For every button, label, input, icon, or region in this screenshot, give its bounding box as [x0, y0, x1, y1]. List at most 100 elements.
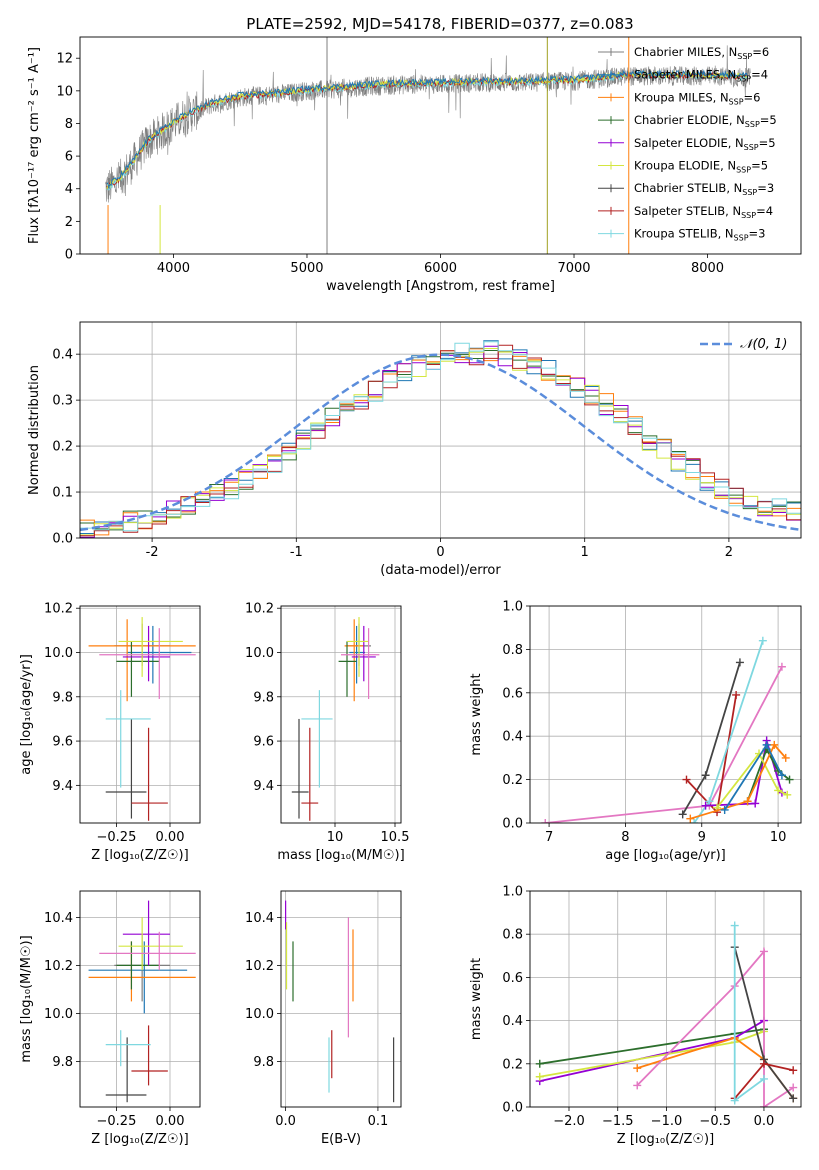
- weight-point-kroupa_elodie: [774, 786, 783, 795]
- y-tick-label: 0.0: [502, 1101, 523, 1116]
- y-tick-label: 0.4: [52, 348, 73, 363]
- x-tick-label: −0.25: [97, 1114, 137, 1129]
- panel-weight-z: −2.0 −1.5 −1.0 −0.5 0.0 0.0 0.2 0.4 0.6 0.8 1.0 Z […: [469, 885, 802, 1147]
- legend-text: Chabrier STELIB, N: [634, 181, 742, 195]
- plot-area: [530, 891, 801, 1107]
- legend-sub: SSP: [745, 120, 760, 129]
- y-tick-label: 1.0: [502, 885, 523, 900]
- weight-point-kroupa_miles: [770, 740, 779, 749]
- y-tick-label: 10.4: [44, 911, 73, 926]
- x-tick-label: 8: [621, 830, 629, 845]
- x-axis-label: Z [log₁₀(Z/Z☉)]: [91, 848, 188, 863]
- weight-point-salpeter_elodie: [751, 799, 760, 808]
- plot-area: [105, 37, 751, 254]
- weight-line-chabrier_stelib: [681, 662, 741, 815]
- y-tick-label: 10.0: [44, 1007, 73, 1022]
- y-tick-label: 0.6: [502, 686, 523, 701]
- y-tick-label: 0.8: [502, 643, 523, 658]
- y-tick-label: 0: [65, 248, 73, 263]
- weight-point-kroupa_miles: [686, 814, 695, 823]
- weight-point-pink: [759, 947, 768, 956]
- weight-point-kroupa_miles: [743, 797, 752, 806]
- legend-text: =4: [756, 204, 773, 218]
- x-tick-label: 9: [698, 830, 706, 845]
- x-tick-label: 5000: [290, 261, 323, 276]
- x-tick-label: 7000: [557, 261, 590, 276]
- y-tick-label: 1.0: [502, 600, 523, 615]
- x-tick-label: −1.5: [602, 1114, 634, 1129]
- legend-label: Chabrier MILES, NSSP=6: [634, 45, 769, 61]
- x-axis-label: Z [log₁₀(Z/Z☉)]: [91, 1132, 188, 1147]
- legend-text: Kroupa ELODIE, N: [634, 159, 736, 173]
- weight-point-kroupa_miles: [781, 753, 790, 762]
- y-tick-label: 9.8: [52, 690, 73, 705]
- weight-line-kroupa_elodie: [716, 751, 788, 809]
- y-tick-label: 9.4: [253, 779, 274, 794]
- legend-text: =6: [752, 45, 769, 59]
- legend-text: =6: [744, 90, 761, 104]
- legend-label: 𝒩(0, 1): [740, 337, 787, 352]
- axes-frame: [280, 605, 402, 824]
- y-axis-label: Flux [fλ10⁻¹⁷ erg cm⁻² s⁻¹ A⁻¹]: [27, 47, 42, 244]
- y-tick-label: 10.0: [245, 1007, 274, 1022]
- y-tick-label: 2: [65, 215, 73, 230]
- legend-label: Kroupa MILES, NSSP=6: [634, 90, 760, 106]
- y-tick-label: 0.2: [502, 773, 523, 788]
- weight-point-kroupa_stelib: [690, 819, 699, 823]
- x-axis-label: E(B-V): [321, 1132, 361, 1147]
- weight-point-salpeter_miles: [720, 805, 729, 814]
- weight-point-salpeter_miles: [762, 740, 771, 749]
- legend-label: Salpeter MILES, NSSP=4: [634, 68, 768, 84]
- panel-weight-age: 7 8 9 10 0.0 0.2 0.4 0.6 0.8 1.0 age [log₁₀(age/yr…: [469, 600, 802, 863]
- weight-point-salpeter_stelib: [759, 1059, 768, 1068]
- y-tick-label: 9.4: [52, 779, 73, 794]
- axes-frame: [79, 890, 201, 1108]
- legend-sub: SSP: [736, 166, 751, 175]
- legend-text: Chabrier ELODIE, N: [634, 113, 745, 127]
- y-tick-label: 0.4: [502, 730, 523, 745]
- weight-line-salpeter_miles: [723, 743, 783, 811]
- legend-text: Salpeter STELIB, N: [634, 204, 741, 218]
- x-tick-label: −1.0: [651, 1114, 683, 1129]
- x-tick-label: 2: [725, 545, 733, 560]
- plot-area: [530, 606, 801, 823]
- y-tick-label: 10.2: [245, 602, 274, 617]
- plot-area: [281, 891, 401, 1107]
- weight-line-salpeter_elodie: [539, 1019, 765, 1082]
- panel-spectrum: 4000 5000 6000 7000 8000 0 2 4 6 8 10 12 wavelength …: [27, 36, 802, 294]
- model-line-salpeter_miles: [106, 69, 749, 189]
- legend-text: Salpeter ELODIE, N: [634, 136, 744, 150]
- y-tick-label: 0.2: [502, 1057, 523, 1072]
- y-axis-label: Normed distribution: [27, 365, 42, 495]
- legend-sub: SSP: [729, 97, 744, 106]
- y-tick-label: 0.1: [52, 486, 73, 501]
- y-tick-label: 0.6: [502, 971, 523, 986]
- weight-point-chabrier_elodie: [785, 775, 794, 784]
- weight-point-salpeter_stelib: [682, 775, 691, 784]
- y-tick-label: 9.6: [253, 735, 274, 750]
- legend-text: Kroupa MILES, N: [634, 90, 729, 104]
- weight-point-pink: [541, 819, 550, 823]
- legend-label: Chabrier STELIB, NSSP=3: [634, 181, 774, 197]
- x-tick-label: 7: [545, 830, 553, 845]
- histogram-salpeter_stelib: [80, 344, 801, 537]
- legend-text: Kroupa STELIB, N: [634, 227, 734, 241]
- axes-frame: [529, 890, 802, 1108]
- plot-area: [281, 606, 401, 823]
- weight-point-kroupa_stelib: [705, 797, 714, 806]
- panel-age-mass: 10 10.5 9.4 9.6 9.8 10.0 10.2 mass [log₁₀(M/M☉)…: [245, 602, 409, 863]
- legend-text: =5: [760, 113, 777, 127]
- legend-label: Kroupa STELIB, NSSP=3: [634, 227, 765, 243]
- panel-residuals: -2 -1 0 1 2 0.0 0.1 0.2 0.3 0.4 (data-model)/error…: [27, 321, 802, 578]
- weight-point-kroupa_elodie: [535, 1072, 544, 1081]
- axes-frame: [79, 605, 201, 824]
- y-tick-label: 10.2: [44, 959, 73, 974]
- y-axis-label: mass weight: [469, 673, 484, 755]
- y-axis-label: mass [log₁₀(M/M☉)]: [19, 935, 34, 1062]
- weight-line-chabrier_elodie: [539, 1028, 765, 1065]
- plot-area: [80, 891, 200, 1107]
- y-tick-label: 0.0: [52, 532, 73, 547]
- y-tick-label: 9.8: [253, 1055, 274, 1070]
- legend-sub: SSP: [737, 52, 752, 61]
